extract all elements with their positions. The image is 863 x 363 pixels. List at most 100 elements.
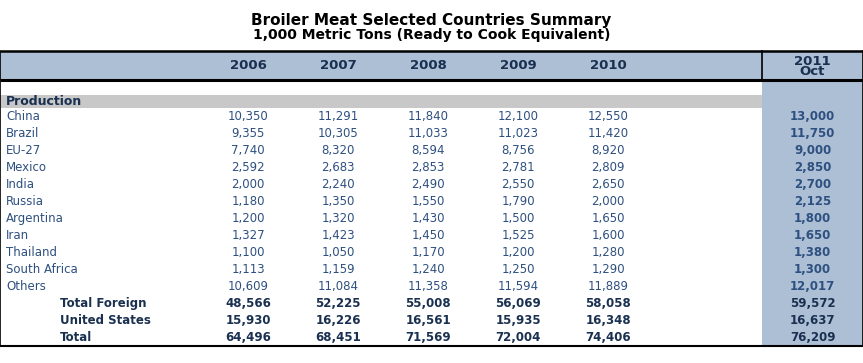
Text: 12,550: 12,550 [588, 110, 628, 123]
Text: India: India [6, 178, 35, 191]
Text: Brazil: Brazil [6, 127, 40, 140]
Text: 1,300: 1,300 [794, 263, 831, 276]
Text: Oct: Oct [800, 65, 825, 78]
Bar [0, 227, 762, 244]
Text: 1,320: 1,320 [321, 212, 355, 225]
Text: 8,320: 8,320 [321, 144, 355, 157]
Bar [0, 108, 762, 125]
Text: 2,240: 2,240 [321, 178, 355, 191]
Bar [0, 261, 762, 278]
Text: 11,750: 11,750 [790, 127, 835, 140]
Bar [762, 80, 863, 95]
Text: 1,200: 1,200 [231, 212, 265, 225]
Bar [0, 95, 762, 108]
Bar [762, 244, 863, 261]
Text: 1,000 Metric Tons (Ready to Cook Equivalent): 1,000 Metric Tons (Ready to Cook Equival… [253, 28, 610, 42]
Text: 1,170: 1,170 [411, 246, 444, 259]
Text: Production: Production [6, 95, 82, 108]
Text: 1,600: 1,600 [591, 229, 625, 242]
Text: 2,809: 2,809 [591, 161, 625, 174]
Text: 2,853: 2,853 [412, 161, 444, 174]
Text: 15,935: 15,935 [495, 314, 541, 327]
Text: 2,650: 2,650 [591, 178, 625, 191]
Text: 10,609: 10,609 [228, 280, 268, 293]
Text: 11,840: 11,840 [407, 110, 449, 123]
Text: 2,592: 2,592 [231, 161, 265, 174]
Text: 2,700: 2,700 [794, 178, 831, 191]
Text: 2006: 2006 [230, 59, 267, 72]
Text: 2,000: 2,000 [231, 178, 265, 191]
Text: 1,800: 1,800 [794, 212, 831, 225]
Text: 11,420: 11,420 [588, 127, 628, 140]
Bar [762, 176, 863, 193]
Text: Total: Total [60, 331, 92, 344]
Text: 48,566: 48,566 [225, 297, 271, 310]
Text: 2009: 2009 [500, 59, 537, 72]
Bar [0, 142, 762, 159]
Bar [762, 142, 863, 159]
Text: 2,781: 2,781 [501, 161, 535, 174]
Text: 1,100: 1,100 [231, 246, 265, 259]
Text: 8,594: 8,594 [412, 144, 444, 157]
Text: 1,525: 1,525 [501, 229, 535, 242]
Text: 1,280: 1,280 [591, 246, 625, 259]
Bar [762, 312, 863, 329]
Text: 1,180: 1,180 [231, 195, 265, 208]
Bar [0, 159, 762, 176]
Text: Russia: Russia [6, 195, 44, 208]
Text: United States: United States [60, 314, 151, 327]
Text: 16,637: 16,637 [790, 314, 835, 327]
Text: 72,004: 72,004 [495, 331, 541, 344]
Bar [762, 108, 863, 125]
Text: Total Foreign: Total Foreign [60, 297, 147, 310]
Bar [0, 329, 762, 346]
Text: 12,100: 12,100 [497, 110, 539, 123]
Text: 16,226: 16,226 [315, 314, 361, 327]
Text: 1,430: 1,430 [412, 212, 444, 225]
Text: 11,358: 11,358 [407, 280, 449, 293]
Text: 2,125: 2,125 [794, 195, 831, 208]
Text: South Africa: South Africa [6, 263, 78, 276]
Text: 1,050: 1,050 [321, 246, 355, 259]
Text: 64,496: 64,496 [225, 331, 271, 344]
Bar [762, 210, 863, 227]
Bar [762, 125, 863, 142]
Text: 59,572: 59,572 [790, 297, 835, 310]
Text: 1,650: 1,650 [794, 229, 831, 242]
Text: 1,790: 1,790 [501, 195, 535, 208]
Text: 1,450: 1,450 [412, 229, 444, 242]
Text: Others: Others [6, 280, 46, 293]
Bar [762, 261, 863, 278]
Text: 68,451: 68,451 [315, 331, 361, 344]
Text: 1,380: 1,380 [794, 246, 831, 259]
Text: 1,350: 1,350 [321, 195, 355, 208]
Bar [0, 176, 762, 193]
Text: 11,023: 11,023 [497, 127, 539, 140]
Bar [762, 278, 863, 295]
Bar [0, 295, 762, 312]
Text: 1,423: 1,423 [321, 229, 355, 242]
Text: 10,350: 10,350 [228, 110, 268, 123]
Text: 8,756: 8,756 [501, 144, 535, 157]
Text: 1,113: 1,113 [231, 263, 265, 276]
Bar [0, 244, 762, 261]
Text: 10,305: 10,305 [318, 127, 358, 140]
Text: 1,159: 1,159 [321, 263, 355, 276]
Bar [762, 95, 863, 108]
Bar [0, 278, 762, 295]
Text: Iran: Iran [6, 229, 29, 242]
Text: 2,000: 2,000 [591, 195, 625, 208]
Text: Thailand: Thailand [6, 246, 57, 259]
Text: 13,000: 13,000 [790, 110, 835, 123]
Text: 11,291: 11,291 [318, 110, 359, 123]
Bar [762, 159, 863, 176]
Text: 56,069: 56,069 [495, 297, 541, 310]
Text: 2010: 2010 [589, 59, 627, 72]
Text: China: China [6, 110, 40, 123]
Text: 1,200: 1,200 [501, 246, 535, 259]
Bar [762, 329, 863, 346]
Text: Mexico: Mexico [6, 161, 47, 174]
Bar [762, 51, 863, 80]
Text: 74,406: 74,406 [585, 331, 631, 344]
Text: 1,550: 1,550 [412, 195, 444, 208]
